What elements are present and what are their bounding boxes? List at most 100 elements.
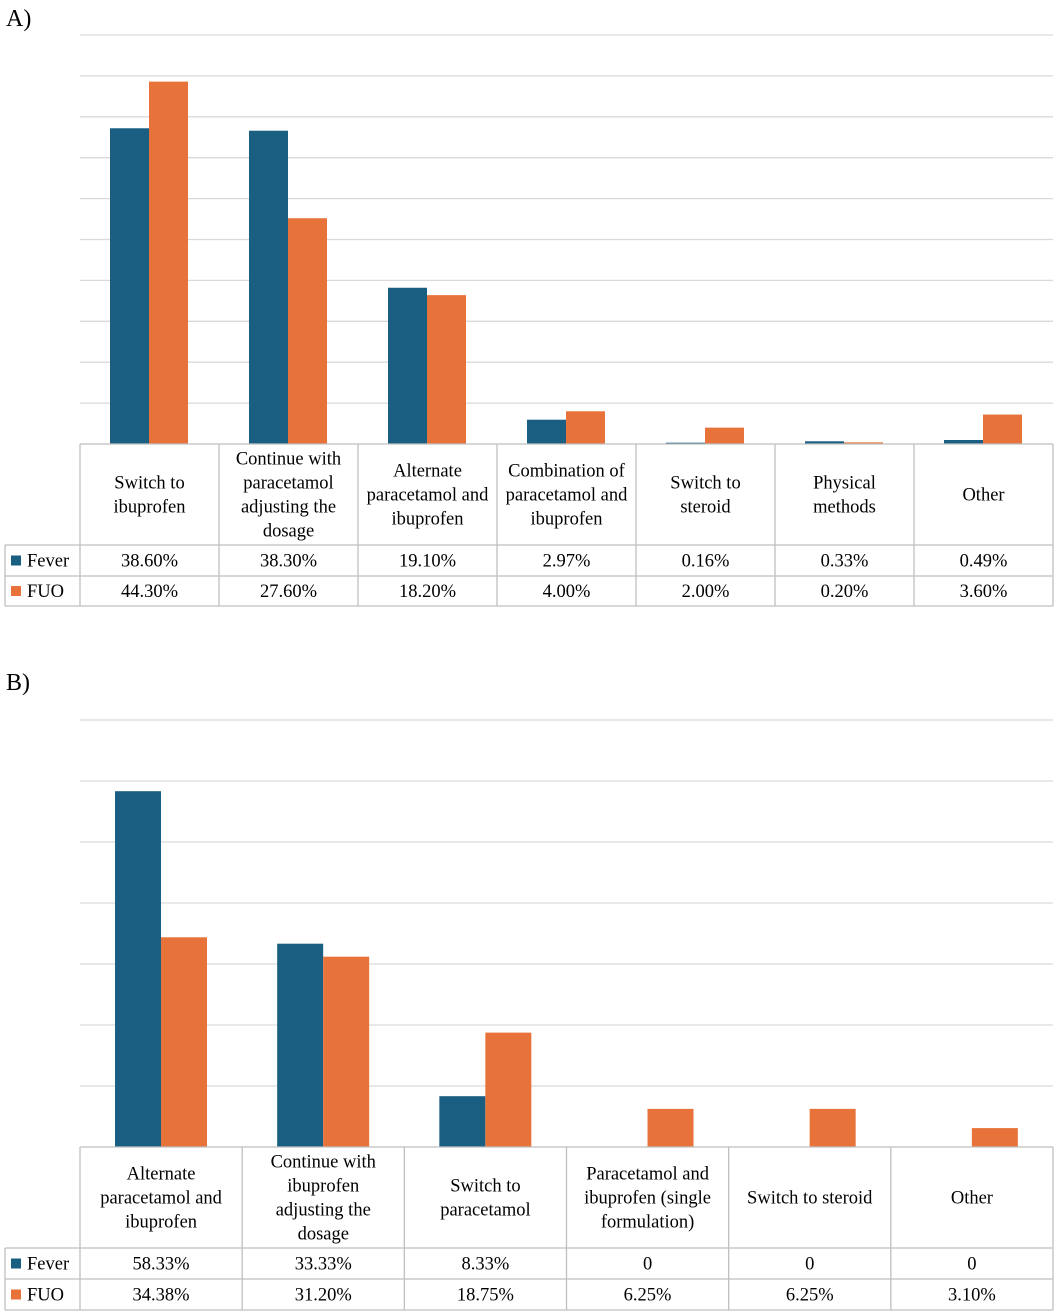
category-label-line: Switch to	[450, 1177, 520, 1197]
category-label-4: Switch to steroid	[747, 1189, 873, 1209]
data-label-fever-6: 0.49%	[960, 552, 1008, 572]
category-label-line: ibuprofen	[114, 498, 186, 518]
bar-fuo-6	[983, 414, 1022, 444]
data-label-fuo-0: 44.30%	[121, 582, 178, 602]
category-label-line: Switch to	[114, 474, 184, 494]
category-label-line: paracetamol and	[100, 1189, 222, 1209]
bar-fuo-3	[566, 411, 605, 444]
bar-fuo-4	[705, 427, 744, 444]
data-label-fever-0: 38.60%	[121, 552, 178, 572]
data-label-fever-5: 0	[967, 1255, 976, 1275]
category-label-line: paracetamol	[440, 1201, 530, 1221]
category-label-line: ibuprofen	[287, 1177, 359, 1197]
category-label-line: ibuprofen	[531, 510, 603, 530]
bar-fuo-0	[149, 81, 188, 444]
panel-label-a: A)	[6, 6, 31, 32]
category-label-1: Continue with ibuprofen adjusting the dosag…	[271, 1153, 376, 1245]
category-label-line: ibuprofen (single	[584, 1189, 711, 1209]
data-label-fever-3: 2.97%	[543, 552, 591, 572]
category-label-line: paracetamol and	[367, 486, 489, 506]
legend-swatch-fuo	[11, 1289, 21, 1300]
category-label-line: adjusting the	[276, 1201, 371, 1221]
bar-fuo-3	[647, 1108, 694, 1147]
data-label-fuo-4: 6.25%	[786, 1286, 834, 1306]
data-label-fuo-1: 27.60%	[260, 582, 317, 602]
bar-fuo-0	[161, 937, 207, 1147]
category-label-line: ibuprofen	[392, 510, 464, 530]
category-label-2: Switch to paracetamol	[440, 1177, 530, 1221]
data-label-fever-5: 0.33%	[821, 552, 869, 572]
bar-fever-0	[110, 128, 149, 444]
category-label-3: Combination of paracetamol and ibuprofen	[506, 462, 628, 530]
category-label-line: Paracetamol and	[586, 1165, 710, 1185]
category-label-3: Paracetamol and ibuprofen (single formulat…	[584, 1165, 711, 1233]
bar-fuo-5	[844, 442, 883, 444]
data-label-fuo-0: 34.38%	[133, 1286, 190, 1306]
bar-fuo-5	[971, 1128, 1018, 1147]
legend-label-fever: Fever	[27, 1255, 69, 1275]
bar-fuo-1	[288, 218, 327, 444]
data-label-fuo-6: 3.60%	[960, 582, 1008, 602]
data-label-fever-2: 8.33%	[462, 1255, 510, 1275]
category-label-1: Continue with paracetamol adjusting the dos…	[236, 450, 341, 542]
category-label-line: Alternate	[127, 1165, 196, 1185]
bar-fever-2	[439, 1096, 486, 1147]
category-label-line: Other	[962, 486, 1004, 506]
bar-fever-5	[805, 441, 844, 444]
data-label-fuo-5: 0.20%	[821, 582, 869, 602]
category-label-line: paracetamol	[243, 474, 333, 494]
category-label-5: Physical methods	[813, 474, 876, 518]
chart-panel-b: B)Alternate paracetamol and ibuprofenConti…	[4, 670, 1054, 1311]
chart-panel-a: A) Switch to ibuprofen Continue with paracet…	[4, 6, 1054, 607]
category-label-line: Alternate	[393, 462, 462, 482]
data-label-fever-3: 0	[643, 1255, 652, 1275]
data-label-fever-4: 0	[805, 1255, 814, 1275]
panel-label-b: B)	[6, 670, 30, 696]
category-label-line: Physical	[813, 474, 876, 494]
category-label-line: ibuprofen	[125, 1213, 197, 1233]
category-label-line: Other	[951, 1189, 993, 1209]
bar-fever-0	[115, 791, 161, 1147]
category-label-line: Switch to steroid	[747, 1189, 873, 1209]
category-label-line: Continue with	[271, 1153, 376, 1173]
data-label-fever-0: 58.33%	[133, 1255, 190, 1275]
data-label-fuo-3: 6.25%	[624, 1286, 672, 1306]
category-label-4: Switch to steroid	[670, 474, 740, 518]
category-label-line: Switch to	[670, 474, 740, 494]
category-label-line: dosage	[298, 1225, 349, 1245]
category-label-line: methods	[813, 498, 876, 518]
bar-fever-3	[527, 419, 566, 444]
bar-fever-1	[249, 130, 288, 444]
legend-label-fuo: FUO	[27, 582, 64, 602]
bar-fuo-4	[809, 1108, 856, 1147]
category-label-6: Other	[962, 486, 1004, 506]
category-label-line: adjusting the	[241, 498, 336, 518]
category-label-line: Combination of	[508, 462, 625, 482]
data-label-fever-1: 33.33%	[295, 1255, 352, 1275]
data-label-fuo-5: 3.10%	[948, 1286, 996, 1306]
legend-swatch-fever	[11, 555, 21, 566]
bar-fuo-2	[427, 295, 466, 444]
data-label-fuo-2: 18.20%	[399, 582, 456, 602]
category-label-0: Switch to ibuprofen	[114, 474, 186, 518]
category-label-5: Other	[951, 1189, 993, 1209]
legend-label-fuo: FUO	[27, 1286, 64, 1306]
data-label-fuo-2: 18.75%	[457, 1286, 514, 1306]
legend-label-fever: Fever	[27, 552, 69, 572]
bar-fever-1	[277, 943, 324, 1147]
data-label-fuo-1: 31.20%	[295, 1286, 352, 1306]
category-label-line: paracetamol and	[506, 486, 628, 506]
data-label-fuo-4: 2.00%	[682, 582, 730, 602]
data-label-fever-1: 38.30%	[260, 552, 317, 572]
data-label-fuo-3: 4.00%	[543, 582, 591, 602]
bar-fever-6	[944, 439, 983, 444]
category-label-0: Alternate paracetamol and ibuprofen	[100, 1165, 222, 1233]
legend-swatch-fever	[11, 1258, 21, 1269]
data-label-fever-4: 0.16%	[682, 552, 730, 572]
bar-fuo-1	[323, 956, 370, 1147]
category-label-2: Alternate paracetamol and ibuprofen	[367, 462, 489, 530]
bar-fuo-2	[485, 1032, 532, 1147]
bar-fever-4	[666, 442, 705, 444]
category-label-line: formulation)	[601, 1213, 695, 1233]
